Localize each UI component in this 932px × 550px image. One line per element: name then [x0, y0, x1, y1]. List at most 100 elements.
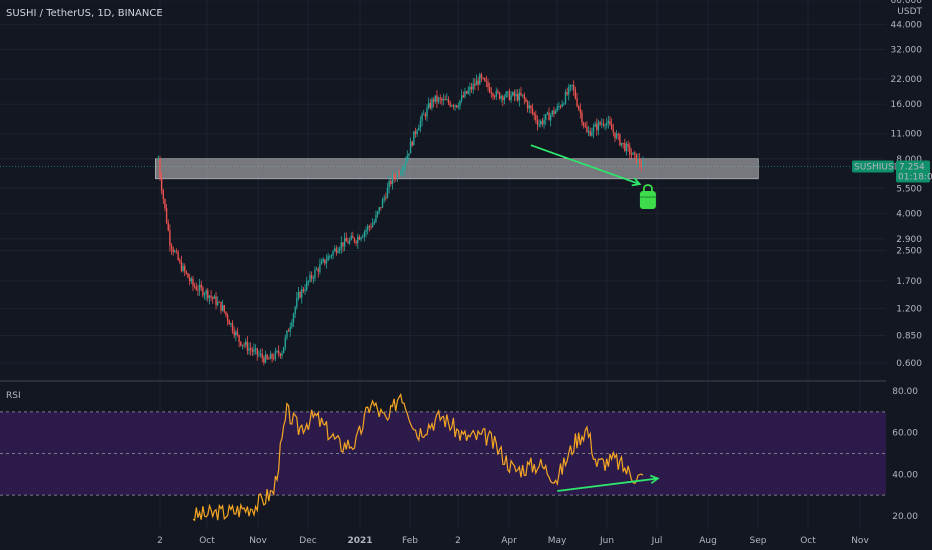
candle: [606, 117, 608, 129]
candle: [642, 156, 644, 168]
annotations[interactable]: [530, 144, 660, 492]
candle: [187, 272, 189, 279]
candle: [640, 159, 643, 172]
price-divergence-arrow[interactable]: [530, 144, 642, 187]
candle: [533, 111, 535, 121]
candle: [431, 97, 433, 111]
candle: [516, 89, 519, 103]
candle: [167, 219, 169, 232]
time-axis-label: Sep: [750, 536, 767, 546]
candle: [195, 282, 197, 291]
candle: [596, 118, 598, 136]
candle: [493, 94, 496, 100]
candle: [414, 127, 417, 138]
candle: [418, 124, 420, 131]
candle: [297, 286, 300, 301]
candle: [391, 171, 394, 190]
time-axis-label: Apr: [501, 536, 517, 546]
candle: [256, 347, 258, 361]
rsi-axis[interactable]: 80.00 60.00 40.00 20.00: [892, 387, 918, 522]
candle: [205, 288, 207, 301]
candle: [338, 246, 341, 254]
candle: [479, 72, 481, 85]
candle: [324, 258, 326, 266]
candle: [549, 112, 552, 127]
candle: [472, 78, 474, 94]
price-axis-label: 2.500: [896, 246, 922, 256]
candle: [320, 258, 323, 265]
candle: [210, 290, 212, 301]
price-tag[interactable]: SUSHIUSDT 7.254 01:18:04: [852, 160, 932, 183]
candle: [216, 296, 219, 307]
rsi-line: [192, 392, 644, 522]
candle: [502, 94, 504, 107]
candle: [231, 320, 234, 334]
candle: [546, 111, 549, 116]
candle: [638, 153, 641, 170]
candle: [254, 344, 257, 355]
candle: [160, 172, 163, 195]
candle: [169, 224, 171, 252]
candle: [193, 282, 196, 289]
candle: [276, 349, 278, 354]
candle: [416, 128, 418, 138]
candle: [556, 103, 558, 113]
candle: [241, 344, 244, 350]
candle: [319, 258, 321, 275]
candle: [273, 353, 275, 361]
candle: [207, 288, 209, 302]
candle: [498, 91, 501, 100]
candle: [251, 346, 254, 357]
candle: [538, 119, 540, 128]
candle: [299, 290, 301, 299]
candle: [282, 346, 285, 354]
candle: [584, 122, 586, 129]
candle: [500, 94, 502, 103]
candles: [157, 72, 644, 366]
candle: [353, 237, 356, 244]
candle: [563, 102, 565, 106]
candle: [484, 77, 486, 82]
candle: [301, 285, 303, 304]
candle: [281, 350, 283, 360]
candle: [508, 88, 511, 101]
price-unit-label: USDT: [897, 7, 922, 17]
candle: [475, 74, 478, 86]
candle: [574, 86, 577, 100]
rsi-panel-label: RSI: [6, 391, 21, 401]
candle: [375, 210, 377, 224]
price-axis-label: 1.700: [896, 277, 922, 287]
candle: [591, 127, 593, 137]
candle: [198, 278, 201, 296]
candle: [597, 119, 600, 136]
candle: [548, 107, 550, 121]
candle: [558, 101, 560, 111]
candle: [470, 82, 473, 93]
support-zone[interactable]: [155, 158, 759, 180]
time-axis[interactable]: 2 Oct Nov Dec 2021 Feb 2 Apr May Jun Jul Aug Sep Oct N…: [157, 536, 869, 546]
candle: [368, 224, 371, 232]
candle: [406, 150, 408, 163]
price-axis[interactable]: 60.000 44.000 32.000 22.000 16.000 11.000 8.00…: [891, 0, 923, 369]
candle: [296, 292, 298, 310]
rsi-divergence-arrow[interactable]: [557, 474, 660, 492]
candle: [515, 88, 517, 101]
time-axis-label: Aug: [699, 536, 717, 546]
price-axis-label: 2.900: [896, 235, 922, 245]
candle: [521, 94, 524, 98]
candle: [164, 198, 166, 212]
candle: [348, 237, 351, 246]
candle: [497, 88, 499, 95]
candle: [568, 83, 570, 101]
candle: [573, 80, 575, 96]
candle: [487, 78, 489, 92]
candle: [424, 112, 427, 120]
time-axis-label: Oct: [800, 536, 816, 546]
candle: [607, 115, 610, 129]
candle: [614, 132, 616, 142]
candle: [464, 87, 466, 99]
candle: [454, 104, 456, 111]
candle: [390, 179, 392, 187]
bag-icon[interactable]: [639, 184, 656, 210]
